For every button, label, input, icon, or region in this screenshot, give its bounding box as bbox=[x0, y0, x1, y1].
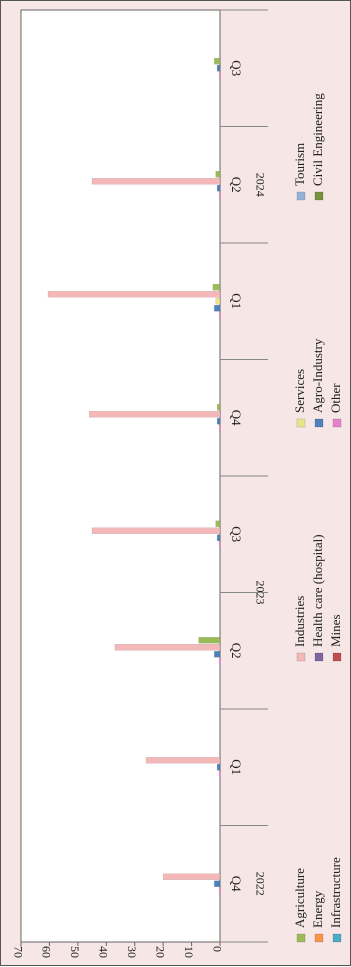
legend-label: Industries bbox=[292, 596, 307, 647]
bar-agro-industry bbox=[214, 880, 221, 887]
bar-other bbox=[218, 658, 221, 665]
tick-label: 50 bbox=[68, 946, 82, 958]
bar-agro-industry bbox=[216, 764, 221, 771]
legend-swatch bbox=[314, 191, 324, 201]
bar-agro-industry bbox=[214, 651, 221, 658]
category-label: Q3 bbox=[229, 526, 244, 542]
legend: Agriculture Energy Infrastructure Industrie… bbox=[292, 93, 343, 943]
bar-agro-industry bbox=[216, 534, 221, 541]
legend-swatch bbox=[296, 191, 306, 201]
bar-industries bbox=[47, 291, 221, 298]
bar-industries bbox=[162, 873, 221, 880]
category-label: Q1 bbox=[229, 759, 244, 775]
legend-swatch bbox=[296, 933, 306, 943]
bar-other bbox=[218, 312, 221, 319]
tick-label: 40 bbox=[97, 946, 111, 958]
legend-label: Civil Engineering bbox=[310, 93, 325, 186]
bar-agro-industry bbox=[216, 65, 221, 72]
legend-label: Tourism bbox=[292, 143, 307, 186]
tick-label: 20 bbox=[153, 946, 167, 958]
legend-label: Agriculture bbox=[292, 868, 307, 928]
tick-label: 10 bbox=[182, 946, 196, 958]
legend-swatch bbox=[332, 652, 342, 662]
value-axis: 0 10 20 30 40 50 60 70 bbox=[11, 942, 224, 958]
bar-agriculture bbox=[212, 284, 221, 291]
legend-label: Health care (hospital) bbox=[310, 534, 325, 647]
category-label: Q2 bbox=[229, 643, 244, 659]
legend-swatch bbox=[296, 652, 306, 662]
tick-label: 30 bbox=[125, 946, 139, 958]
legend-swatch bbox=[296, 418, 306, 428]
category-label: Q4 bbox=[229, 410, 244, 426]
legend-label: Services bbox=[292, 369, 307, 413]
bar-agro-industry bbox=[214, 305, 221, 312]
bar-services bbox=[215, 298, 221, 305]
bar-agriculture bbox=[215, 520, 221, 527]
bar-agriculture bbox=[198, 637, 221, 644]
bar-industries bbox=[91, 178, 221, 185]
bar-other bbox=[218, 192, 221, 199]
bar-agriculture bbox=[215, 171, 221, 178]
tick-label: 70 bbox=[11, 946, 25, 958]
bar-other bbox=[218, 771, 221, 778]
legend-swatch bbox=[332, 418, 342, 428]
bar-other bbox=[218, 887, 221, 894]
bar-other bbox=[218, 425, 221, 432]
bar-agro-industry bbox=[216, 418, 221, 425]
bar-agriculture bbox=[214, 58, 221, 65]
bars bbox=[47, 58, 221, 894]
category-label: Q2 bbox=[229, 177, 244, 193]
bar-industries bbox=[145, 757, 221, 764]
legend-label: Agro-Industry bbox=[310, 338, 325, 413]
legend-label: Energy bbox=[310, 890, 325, 928]
category-label: Q3 bbox=[229, 60, 244, 76]
plot-area bbox=[20, 9, 221, 943]
bar-agro-industry bbox=[216, 185, 221, 192]
tick-label: 0 bbox=[210, 946, 224, 952]
bar-industries bbox=[88, 411, 221, 418]
bar-other bbox=[218, 541, 221, 548]
category-axis: Q4 Q1 Q2 Q3 Q4 Q1 Q2 Q3 2022 2023 2024 bbox=[220, 9, 268, 943]
bar-agriculture bbox=[216, 404, 221, 411]
year-label: 2022 bbox=[253, 872, 267, 896]
bar-other bbox=[218, 72, 221, 79]
legend-swatch bbox=[314, 418, 324, 428]
legend-swatch bbox=[332, 933, 342, 943]
legend-swatch bbox=[314, 933, 324, 943]
legend-label: Other bbox=[328, 383, 343, 413]
legend-swatch bbox=[314, 652, 324, 662]
tick-label: 60 bbox=[40, 946, 54, 958]
category-label: Q4 bbox=[229, 876, 244, 892]
legend-label: Mines bbox=[328, 615, 343, 648]
year-label: 2023 bbox=[253, 581, 267, 605]
year-label: 2024 bbox=[253, 173, 267, 197]
category-label: Q1 bbox=[229, 293, 244, 309]
legend-label: Infrastructure bbox=[328, 857, 343, 928]
bar-industries bbox=[114, 644, 221, 651]
bar-industries bbox=[91, 527, 221, 534]
